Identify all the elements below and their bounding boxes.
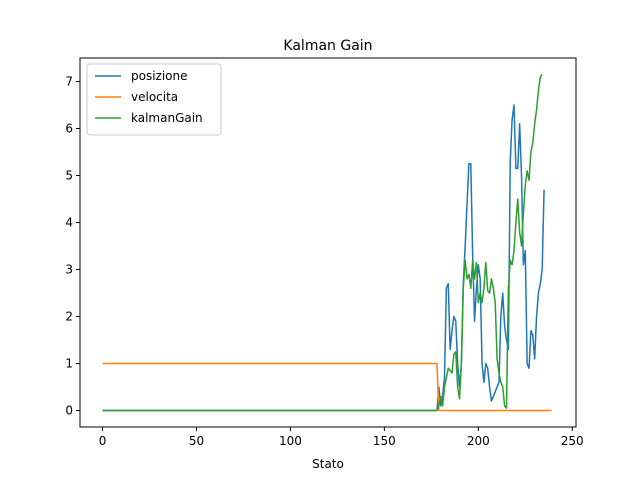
x-axis-ticks: 0 50 100 150 200 250 [99, 427, 584, 448]
y-tick-label: 2 [65, 310, 73, 324]
y-tick-label: 6 [65, 122, 73, 136]
x-tick-label: 50 [189, 434, 204, 448]
y-axis-ticks: 0 1 2 3 4 5 6 7 [65, 75, 80, 418]
y-tick-label: 7 [65, 75, 73, 89]
legend-label-velocita: velocita [131, 90, 178, 104]
legend: posizione velocita kalmanGain [86, 63, 222, 136]
series-line-posizione [102, 104, 545, 412]
y-tick-label: 5 [65, 169, 73, 183]
legend-label-kalmanGain: kalmanGain [131, 111, 203, 125]
chart-title: Kalman Gain [283, 38, 372, 54]
x-tick-label: 150 [373, 434, 396, 448]
legend-label-posizione: posizione [131, 69, 188, 83]
series-lines [102, 73, 552, 412]
y-tick-label: 0 [65, 404, 73, 418]
y-tick-label: 4 [65, 216, 73, 230]
y-tick-label: 3 [65, 263, 73, 277]
y-tick-label: 1 [65, 357, 73, 371]
x-axis-label: Stato [312, 457, 344, 471]
x-tick-label: 0 [99, 434, 107, 448]
plot-frame [79, 57, 577, 428]
x-tick-label: 200 [467, 434, 490, 448]
x-tick-label: 100 [279, 434, 302, 448]
x-tick-label: 250 [561, 434, 584, 448]
series-line-kalmanGain [102, 73, 543, 412]
series-line-velocita [102, 362, 552, 412]
